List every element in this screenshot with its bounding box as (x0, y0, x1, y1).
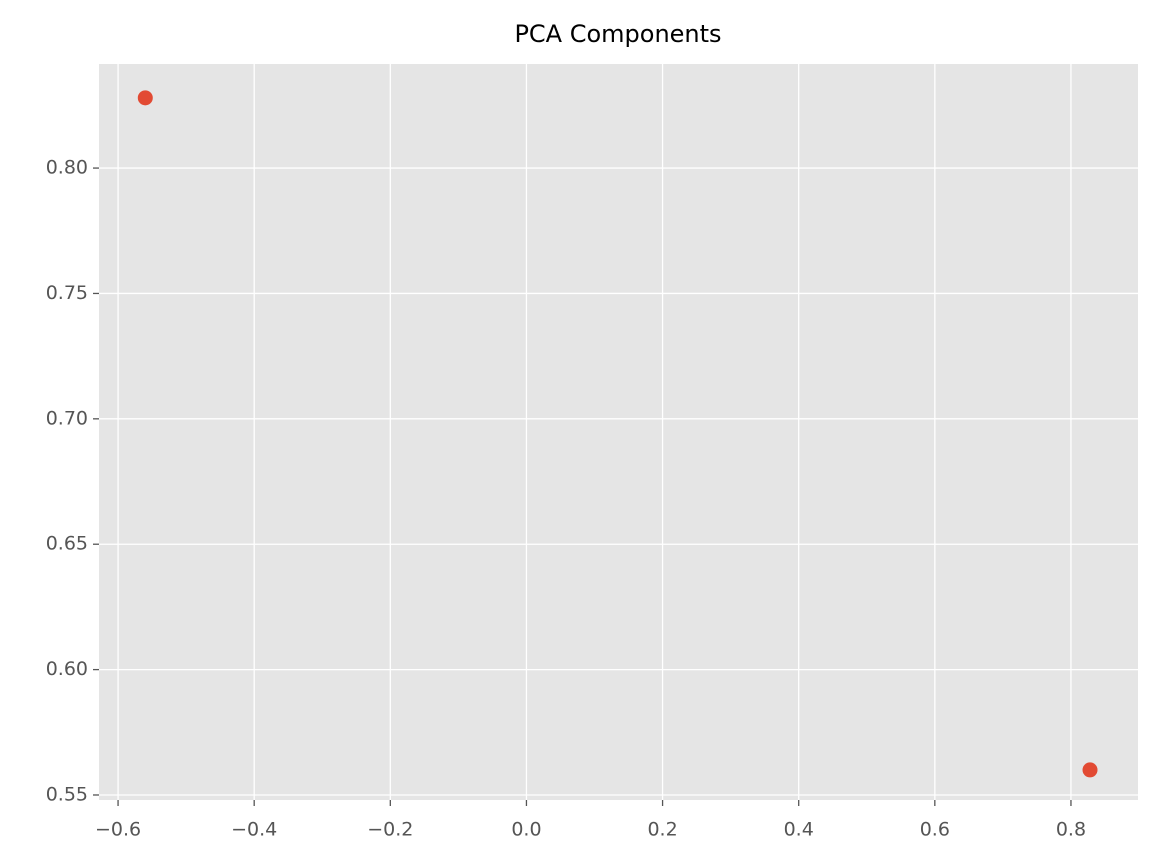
y-tick-label: 0.75 (46, 282, 88, 304)
x-tick-label: −0.2 (367, 819, 413, 841)
y-tick-label: 0.70 (46, 407, 88, 429)
chart-title: PCA Components (514, 20, 721, 48)
x-tick-label: 0.0 (511, 819, 541, 841)
plot-area (99, 64, 1138, 800)
y-tick-label: 0.55 (46, 783, 88, 805)
x-tick-label: 0.4 (784, 819, 814, 841)
x-tick-label: −0.6 (95, 819, 141, 841)
y-tick-label: 0.65 (46, 533, 88, 555)
y-tick-label: 0.60 (46, 658, 88, 680)
x-tick-label: 0.2 (647, 819, 677, 841)
x-tick-label: 0.6 (920, 819, 950, 841)
x-tick-label: 0.8 (1056, 819, 1086, 841)
x-tick-label: −0.4 (231, 819, 277, 841)
y-tick-label: 0.80 (46, 157, 88, 179)
point (137, 90, 153, 106)
point (1082, 762, 1098, 778)
